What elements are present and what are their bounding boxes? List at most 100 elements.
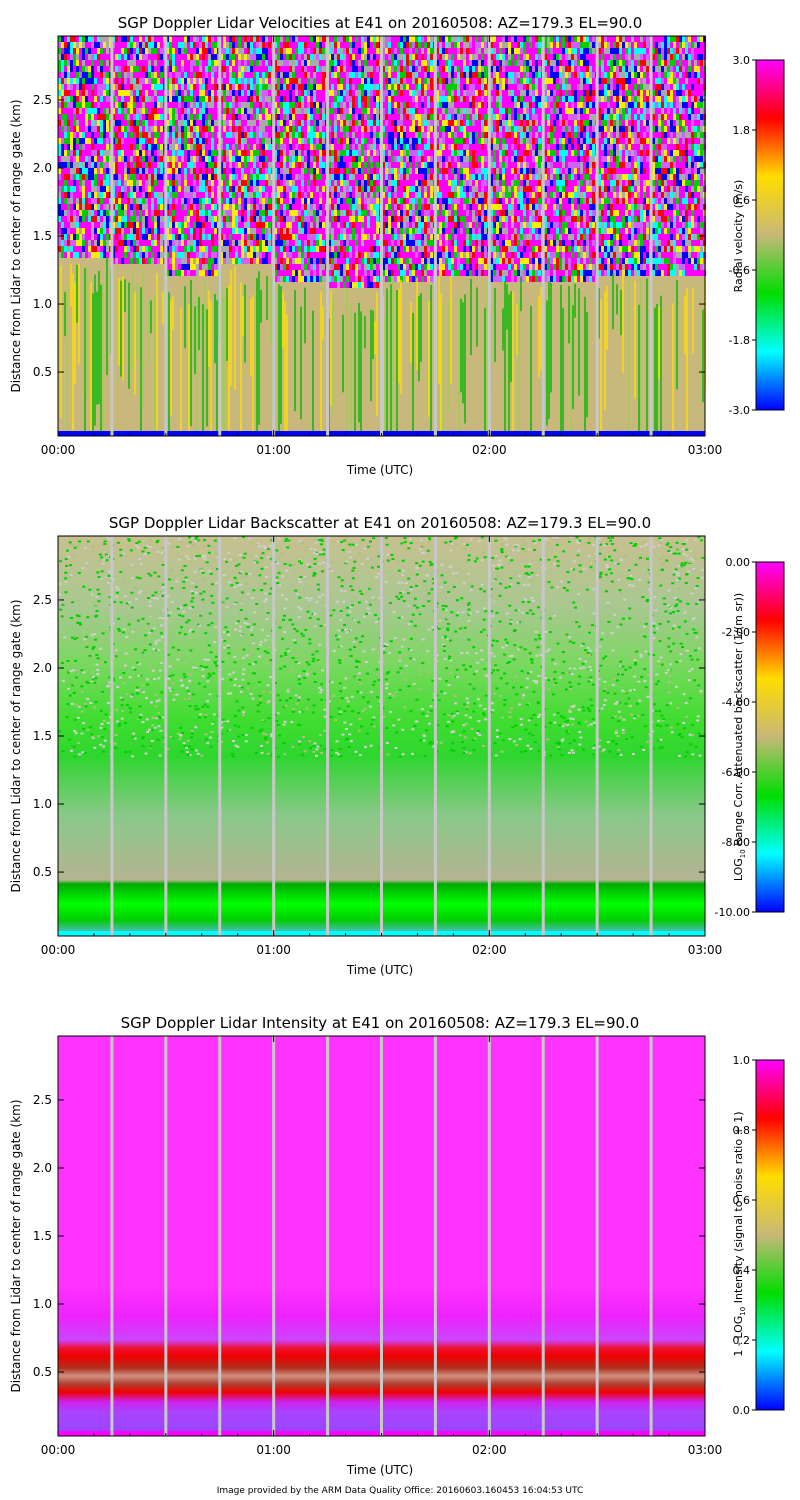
- panel-velocity-cell: [373, 168, 376, 174]
- panel-velocity-cell: [199, 66, 202, 72]
- panel-velocity-cell: [91, 72, 94, 78]
- panel-velocity-cell: [208, 120, 211, 126]
- panel-velocity-cell: [304, 210, 307, 216]
- panel-velocity-cell: [421, 90, 424, 96]
- panel-velocity-cell: [343, 174, 346, 180]
- panel-velocity-cell: [397, 84, 400, 90]
- panel-velocity-cell: [241, 48, 244, 54]
- panel-velocity-cell: [430, 54, 433, 60]
- panel-velocity-cell: [259, 180, 262, 186]
- panel-velocity-cell: [250, 204, 253, 210]
- panel-velocity-cell: [265, 114, 268, 120]
- panel-velocity-cell: [367, 114, 370, 120]
- panel-velocity-cell: [175, 216, 178, 222]
- panel-velocity-cell: [223, 246, 226, 252]
- panel-velocity-cell: [373, 246, 376, 252]
- panel-velocity-cell: [166, 36, 169, 42]
- panel-velocity-cell: [94, 186, 97, 192]
- panel-velocity-cell: [82, 156, 85, 162]
- panel-velocity-cell: [304, 192, 307, 198]
- panel-velocity-cell: [193, 114, 196, 120]
- panel-velocity-cell: [211, 180, 214, 186]
- panel-velocity-cell: [247, 102, 250, 108]
- panel-velocity-cell: [391, 144, 394, 150]
- panel-velocity-cell: [175, 132, 178, 138]
- panel-velocity-cell: [400, 42, 403, 48]
- panel-velocity-cell: [187, 174, 190, 180]
- panel-velocity-cell: [121, 66, 124, 72]
- panel-velocity-cell: [91, 174, 94, 180]
- panel-velocity-cell: [70, 132, 73, 138]
- panel-velocity-cell: [403, 162, 406, 168]
- panel-velocity-cell: [166, 84, 169, 90]
- panel-velocity-cell: [274, 192, 277, 198]
- panel-velocity-cell: [358, 204, 361, 210]
- panel-velocity-cell: [385, 42, 388, 48]
- panel-velocity-cell: [406, 36, 409, 42]
- panel-velocity-cell: [235, 186, 238, 192]
- panel-velocity-cell: [295, 240, 298, 246]
- panel-velocity-cell: [169, 42, 172, 48]
- panel-velocity-cell: [166, 186, 169, 192]
- panel-velocity-cell: [157, 210, 160, 216]
- panel-velocity-cell: [127, 144, 130, 150]
- panel-velocity-cell: [382, 246, 385, 252]
- panel-velocity-cell: [403, 186, 406, 192]
- panel-velocity-cell: [289, 192, 292, 198]
- panel-velocity-cell: [244, 72, 247, 78]
- panel-velocity-cell: [268, 150, 271, 156]
- panel-velocity-cell: [154, 144, 157, 150]
- panel-velocity-cell: [118, 204, 121, 210]
- panel-velocity-cell: [349, 102, 352, 108]
- panel-velocity-cell: [106, 54, 109, 60]
- panel-velocity-cell: [283, 192, 286, 198]
- panel-velocity-cell: [178, 168, 181, 174]
- panel-velocity-cell: [82, 108, 85, 114]
- panel-velocity-cell: [67, 120, 70, 126]
- panel-velocity-cell: [232, 234, 235, 240]
- panel-velocity-cell: [241, 174, 244, 180]
- panel-velocity-cell: [124, 60, 127, 66]
- panel-velocity-cell: [370, 198, 373, 204]
- panel-velocity-cell: [184, 186, 187, 192]
- panel-velocity-cell: [328, 84, 331, 90]
- panel-velocity-cell: [67, 222, 70, 228]
- panel-velocity-cell: [430, 258, 433, 264]
- panel-velocity-cell: [100, 120, 103, 126]
- panel-velocity-cell: [175, 270, 178, 276]
- panel-velocity-cell: [286, 186, 289, 192]
- panel-velocity-cell: [241, 240, 244, 246]
- panel-velocity-cell: [382, 48, 385, 54]
- panel-velocity-cell: [202, 252, 205, 258]
- panel-velocity-cell: [310, 180, 313, 186]
- panel-velocity-cell: [241, 138, 244, 144]
- panel-velocity-cell: [430, 78, 433, 84]
- panel-velocity-cell: [370, 228, 373, 234]
- panel-velocity-cell: [241, 42, 244, 48]
- panel-velocity-cell: [430, 36, 433, 42]
- panel-velocity-cell: [229, 48, 232, 54]
- panel-velocity-cell: [436, 78, 439, 84]
- panel-velocity-cell: [373, 240, 376, 246]
- panel-velocity-cell: [259, 222, 262, 228]
- panel-velocity-cell: [172, 96, 175, 102]
- panel-velocity-cell: [169, 198, 172, 204]
- panel-velocity-cell: [241, 150, 244, 156]
- panel-velocity-cell: [244, 42, 247, 48]
- panel-velocity-cell: [184, 156, 187, 162]
- panel-velocity-cell: [112, 192, 115, 198]
- panel-velocity-cell: [391, 84, 394, 90]
- panel-velocity-cell: [295, 222, 298, 228]
- panel-velocity-cell: [115, 210, 118, 216]
- panel-velocity-cell: [406, 180, 409, 186]
- panel-velocity-cell: [400, 66, 403, 72]
- panel-velocity-cell: [427, 114, 430, 120]
- panel-velocity-cell: [274, 204, 277, 210]
- panel-velocity-cell: [193, 96, 196, 102]
- panel-velocity-cell: [70, 150, 73, 156]
- panel-velocity-cell: [142, 234, 145, 240]
- panel-velocity-cell: [190, 144, 193, 150]
- panel-velocity-cell: [100, 150, 103, 156]
- panel-velocity-cell: [157, 138, 160, 144]
- panel-velocity-cell: [364, 132, 367, 138]
